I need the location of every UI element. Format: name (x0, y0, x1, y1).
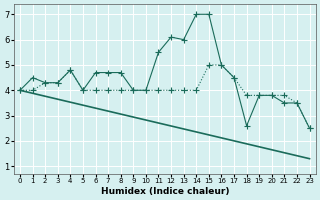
X-axis label: Humidex (Indice chaleur): Humidex (Indice chaleur) (100, 187, 229, 196)
